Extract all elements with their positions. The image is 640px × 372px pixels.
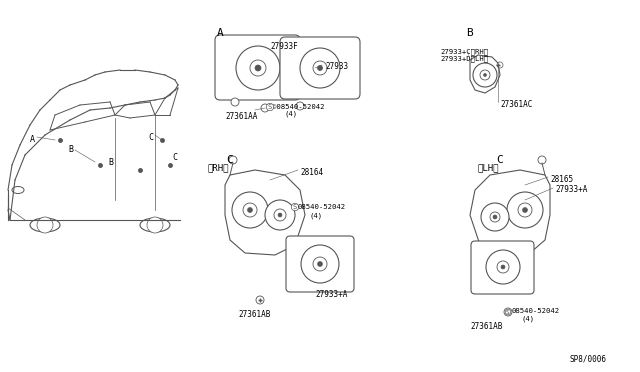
Circle shape — [313, 61, 327, 75]
Polygon shape — [470, 170, 550, 255]
Circle shape — [481, 203, 509, 231]
Text: S: S — [293, 204, 297, 210]
Circle shape — [300, 48, 340, 88]
Circle shape — [317, 262, 323, 266]
Text: C: C — [497, 155, 504, 165]
Text: （RH）: （RH） — [207, 163, 228, 172]
Circle shape — [37, 217, 53, 233]
Circle shape — [493, 215, 497, 219]
Circle shape — [301, 245, 339, 283]
Circle shape — [231, 98, 239, 106]
Circle shape — [248, 208, 253, 212]
Text: （LH）: （LH） — [477, 163, 499, 172]
Circle shape — [278, 213, 282, 217]
Text: 27361AB: 27361AB — [470, 322, 502, 331]
Circle shape — [265, 200, 295, 230]
Circle shape — [236, 46, 280, 90]
Circle shape — [518, 203, 532, 217]
Text: 28165: 28165 — [550, 175, 573, 184]
Circle shape — [229, 156, 237, 164]
Text: B: B — [467, 28, 474, 38]
Text: SP8/0006: SP8/0006 — [570, 355, 607, 364]
Circle shape — [486, 250, 520, 284]
Text: (4): (4) — [522, 316, 535, 323]
Circle shape — [243, 203, 257, 217]
Circle shape — [232, 192, 268, 228]
Text: (4): (4) — [285, 110, 298, 116]
Circle shape — [507, 192, 543, 228]
Circle shape — [147, 217, 163, 233]
Text: 27361AC: 27361AC — [500, 100, 532, 109]
Polygon shape — [225, 170, 305, 255]
Text: B: B — [68, 145, 73, 154]
FancyBboxPatch shape — [471, 241, 534, 294]
Text: S: S — [268, 104, 272, 110]
Text: ©08540-52042: ©08540-52042 — [272, 104, 324, 110]
Text: 08540-52042: 08540-52042 — [298, 204, 346, 210]
Text: A: A — [216, 28, 223, 38]
Text: 27933+A: 27933+A — [555, 185, 588, 194]
Text: 27933+A: 27933+A — [315, 290, 348, 299]
Text: 27361AA: 27361AA — [225, 112, 257, 121]
Circle shape — [250, 60, 266, 76]
Text: 27933+D（LH）: 27933+D（LH） — [440, 55, 488, 62]
Text: C: C — [148, 133, 153, 142]
Circle shape — [483, 74, 486, 77]
Text: S: S — [506, 310, 510, 314]
Circle shape — [313, 257, 327, 271]
FancyBboxPatch shape — [286, 236, 354, 292]
Circle shape — [497, 62, 503, 68]
Ellipse shape — [140, 218, 170, 232]
FancyBboxPatch shape — [215, 35, 300, 100]
Circle shape — [538, 156, 546, 164]
Text: 08540-52042: 08540-52042 — [512, 308, 560, 314]
Text: C: C — [172, 153, 177, 162]
Text: 28164: 28164 — [300, 168, 323, 177]
Circle shape — [255, 65, 261, 71]
Ellipse shape — [12, 186, 24, 193]
Text: 27933: 27933 — [325, 62, 348, 71]
Text: 27933+C（RH）: 27933+C（RH） — [440, 48, 488, 55]
Text: 27933F: 27933F — [270, 42, 298, 51]
Circle shape — [256, 296, 264, 304]
Polygon shape — [470, 55, 500, 93]
Circle shape — [504, 308, 512, 316]
Text: B: B — [108, 158, 113, 167]
FancyBboxPatch shape — [280, 37, 360, 99]
Text: 27361AB: 27361AB — [238, 310, 270, 319]
Circle shape — [501, 265, 505, 269]
Circle shape — [274, 209, 286, 221]
Text: C: C — [227, 155, 234, 165]
Circle shape — [522, 208, 527, 212]
Circle shape — [473, 63, 497, 87]
Circle shape — [261, 104, 269, 112]
Circle shape — [490, 212, 500, 222]
Text: (4): (4) — [310, 212, 323, 218]
Circle shape — [480, 70, 490, 80]
Circle shape — [317, 65, 323, 71]
Text: A: A — [30, 135, 35, 144]
Circle shape — [296, 102, 304, 110]
Ellipse shape — [30, 218, 60, 232]
Circle shape — [497, 261, 509, 273]
